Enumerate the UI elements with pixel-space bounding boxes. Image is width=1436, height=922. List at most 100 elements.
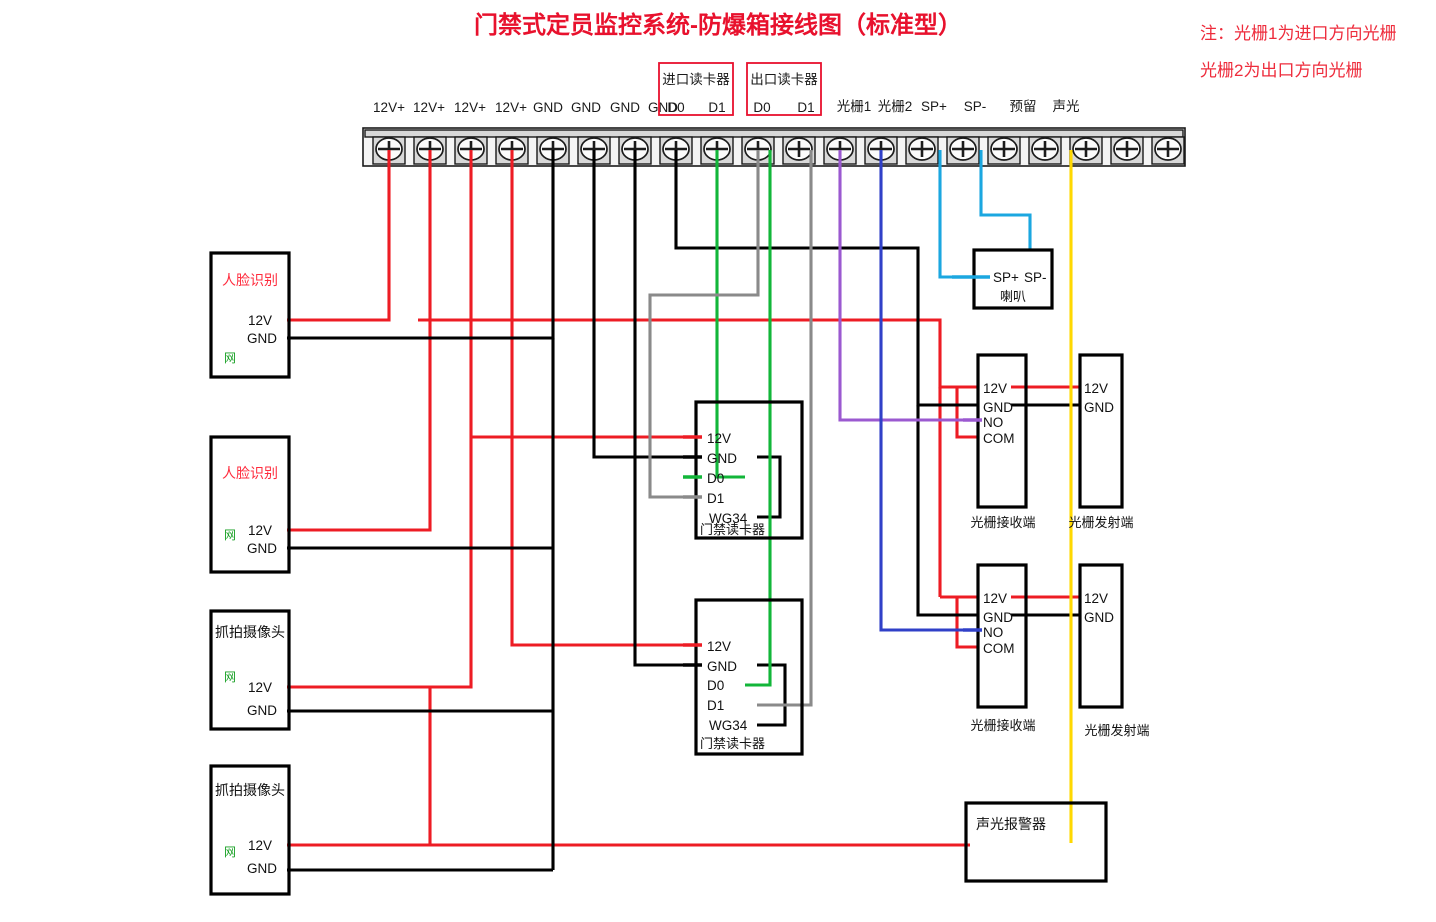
device-reader2-pin-12v: 12V xyxy=(707,639,731,654)
device-alarm-caption: 声光报警器 xyxy=(976,816,1046,832)
device-reader1-pin-wg34: WG34 xyxy=(709,511,748,526)
device-grating-tx2-pin-gnd: GND xyxy=(1084,610,1114,625)
wire-12v-face1 xyxy=(287,150,391,322)
device-grating-rx1-pin-12v: 12V xyxy=(983,381,1007,396)
device-audible-visual-alarm[interactable]: 声光报警器 xyxy=(964,801,1108,883)
terminal-label-4: GND xyxy=(533,100,563,115)
wire-12v-grating-rx1 xyxy=(418,318,978,389)
device-grating-receiver-1[interactable]: 12V GND NO COM 光栅接收端 xyxy=(970,353,1036,530)
terminal-screw[interactable] xyxy=(1151,136,1185,165)
device-face1-net-label: 网 xyxy=(224,351,236,365)
exit-reader-d0-label: D0 xyxy=(753,100,770,115)
device-face-recognition-2[interactable]: 人脸识别 12V GND 网 xyxy=(209,435,291,574)
terminal-screw[interactable] xyxy=(1028,136,1062,165)
terminal-label-0: 12V+ xyxy=(373,100,405,115)
terminal-label-12: 光栅1 xyxy=(837,99,872,114)
terminal-screw[interactable] xyxy=(659,136,693,165)
entry-reader-group-box xyxy=(658,62,734,116)
device-grating-rx2-pin-gnd: GND xyxy=(983,610,1013,625)
device-cam2-pin-gnd: GND xyxy=(247,861,277,876)
terminal-label-2: 12V+ xyxy=(454,100,486,115)
terminal-screw[interactable] xyxy=(577,136,611,165)
device-grating-receiver-2[interactable]: 12V GND NO COM 光栅接收端 xyxy=(970,563,1036,733)
terminal-label-7: GND xyxy=(648,100,678,115)
wire-gnd-reader2 xyxy=(633,150,700,667)
wire-sp-plus xyxy=(938,150,975,279)
entry-reader-d1-label: D1 xyxy=(708,100,725,115)
device-grating-tx2-caption: 光栅发射端 xyxy=(1084,723,1149,738)
wire-d1-reader2 xyxy=(757,150,813,707)
wire-gnd-reader1 xyxy=(592,150,700,459)
device-speaker-caption: 喇叭 xyxy=(1000,289,1026,304)
terminal-screw[interactable] xyxy=(905,136,939,165)
device-cam1-title: 抓拍摄像头 xyxy=(215,624,285,640)
device-grating-tx1-pin-gnd: GND xyxy=(1084,400,1114,415)
note-line-1: 注：光栅1为进口方向光栅 xyxy=(1200,24,1396,43)
device-capture-camera-2[interactable]: 抓拍摄像头 12V GND 网 xyxy=(209,764,291,896)
terminal-label-5: GND xyxy=(571,100,601,115)
device-reader1-pin-gnd: GND xyxy=(707,451,737,466)
device-face-recognition-1[interactable]: 人脸识别 12V GND 网 xyxy=(209,251,291,379)
device-grating-rx2-pin-no: NO xyxy=(983,625,1003,640)
device-grating-tx1-caption: 光栅发射端 xyxy=(1068,515,1133,530)
device-cam1-pin-12v: 12V xyxy=(248,680,272,695)
device-grating-transmitter-1[interactable]: 12V GND 光栅发射端 xyxy=(1068,353,1134,530)
device-face2-pin-12v: 12V xyxy=(248,523,272,538)
terminal-label-1: 12V+ xyxy=(413,100,445,115)
wire-d0-reader2 xyxy=(745,150,772,687)
wire-12v-cam1 xyxy=(287,150,473,689)
exit-reader-group-box xyxy=(746,62,822,116)
device-grating-rx2-caption: 光栅接收端 xyxy=(970,718,1035,733)
terminal-label-6: GND xyxy=(610,100,640,115)
device-reader1-pin-d1: D1 xyxy=(707,491,724,506)
entry-reader-group-label: 进口读卡器 xyxy=(662,72,730,87)
entry-reader-d0-label: D0 xyxy=(667,100,684,115)
device-cam1-net-label: 网 xyxy=(224,670,236,684)
device-access-reader-2[interactable]: 12V GND D0 D1 WG34 门禁读卡器 xyxy=(694,598,804,756)
page-title: 门禁式定员监控系统-防爆箱接线图（标准型） xyxy=(474,11,962,39)
device-grating-tx2-pin-12v: 12V xyxy=(1084,591,1108,606)
wire-grating1-no xyxy=(838,150,978,422)
device-reader1-pin-12v: 12V xyxy=(707,431,731,446)
terminal-strip[interactable] xyxy=(362,127,1186,167)
device-capture-camera-1[interactable]: 抓拍摄像头 12V GND 网 xyxy=(209,609,291,731)
device-cam2-pin-12v: 12V xyxy=(248,838,272,853)
device-reader2-pin-d0: D0 xyxy=(707,678,724,693)
device-grating-rx1-pin-no: NO xyxy=(983,415,1003,430)
terminal-label-16: 预留 xyxy=(1010,99,1037,114)
device-grating-rx2-pin-com: COM xyxy=(983,641,1015,656)
terminal-label-3: 12V+ xyxy=(495,100,527,115)
device-grating-transmitter-2[interactable]: 12V GND 光栅发射端 xyxy=(1078,563,1150,738)
device-face2-net-label: 网 xyxy=(224,528,236,542)
device-access-reader-1[interactable]: 12V GND D0 D1 WG34 门禁读卡器 xyxy=(694,400,804,540)
device-reader2-caption: 门禁读卡器 xyxy=(700,736,765,751)
device-grating-rx1-caption: 光栅接收端 xyxy=(970,515,1035,530)
terminal-screw[interactable] xyxy=(946,136,980,165)
wire-12v-reader2 xyxy=(510,150,700,647)
wire-com-jumper-rx1 xyxy=(955,387,978,439)
device-face2-title: 人脸识别 xyxy=(222,465,278,481)
wire-com-jumper-rx2 xyxy=(955,597,978,649)
device-speaker-pin-sp-minus: SP- xyxy=(1024,270,1047,285)
terminal-screw[interactable] xyxy=(987,136,1021,165)
device-speaker[interactable]: SP+ SP- 喇叭 xyxy=(972,248,1054,310)
device-reader1-caption: 门禁读卡器 xyxy=(700,522,765,537)
terminal-label-14: SP+ xyxy=(921,99,947,114)
wire-d1-reader1 xyxy=(648,150,760,499)
exit-reader-d1-label: D1 xyxy=(797,100,814,115)
wire-d0-reader1 xyxy=(715,150,745,479)
device-grating-rx1-pin-gnd: GND xyxy=(983,400,1013,415)
device-reader1-pin-d0: D0 xyxy=(707,471,724,486)
terminal-screw[interactable] xyxy=(1110,136,1144,165)
device-face1-pin-12v: 12V xyxy=(248,313,272,328)
terminal-screw[interactable] xyxy=(1069,136,1103,165)
device-reader2-pin-wg34: WG34 xyxy=(709,718,748,733)
wire-12v-face2 xyxy=(287,150,432,532)
device-reader2-pin-d1: D1 xyxy=(707,698,724,713)
wire-gnd-grating-rx1 xyxy=(674,150,978,407)
wire-sp-minus xyxy=(979,150,1032,250)
device-reader2-pin-gnd: GND xyxy=(707,659,737,674)
wire-grating2-no xyxy=(879,150,978,632)
device-cam2-net-label: 网 xyxy=(224,845,236,859)
